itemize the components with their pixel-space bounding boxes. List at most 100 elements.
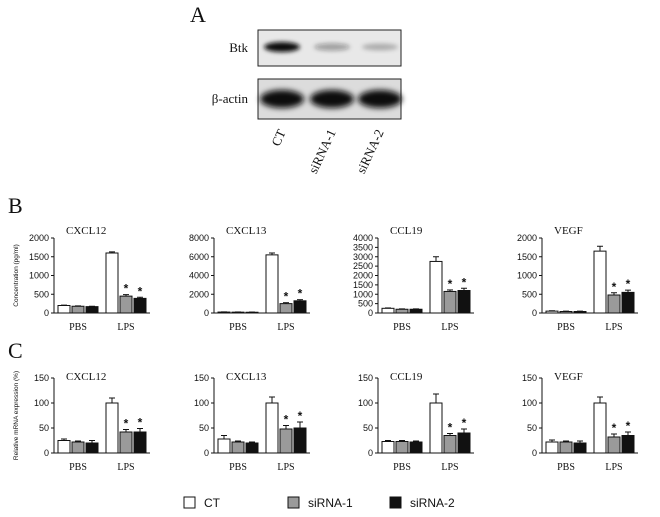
bar-sirna-2-lps [293,427,307,454]
bar-sirna-1-lps [279,303,293,314]
legend-label-ct: CT [204,496,221,510]
panel-letter-a: A [190,2,206,27]
bar-sirna-2-lps [621,435,635,454]
y-tick-label: 1000 [517,271,537,281]
bar-sirna-1-pbs [559,441,573,454]
bar-sirna-1-lps [119,295,133,314]
bar-ct-lps [265,402,279,454]
chart-title: CXCL12 [66,371,106,383]
y-tick-label: 2000 [517,233,537,243]
actin-band [310,90,354,108]
y-tick-label: 100 [522,398,537,408]
bar-sirna-1-pbs [395,441,409,454]
panel-letter-c: C [8,338,23,363]
significance-star: * [462,416,467,430]
legend-label-sirna-2: siRNA-2 [410,496,455,510]
bar-sirna-1-pbs [71,305,85,314]
bar-sirna-2-lps [621,291,635,314]
significance-star: * [448,277,453,291]
significance-star: * [138,416,143,430]
x-tick-label: PBS [229,322,247,333]
bar-sirna-2-pbs [245,442,259,454]
bar-ct-pbs [57,440,71,454]
significance-star: * [284,290,289,304]
bar-ct-lps [429,402,443,454]
bar-sirna-2-lps [457,290,471,314]
significance-star: * [612,280,617,294]
chart-title: VEGF [554,371,583,383]
bar-chart-c-vegf: 0 50 100 150 VEGF PBS LPS * * [522,371,638,473]
bar-sirna-1-lps [119,431,133,454]
legend: CT siRNA-1 siRNA-2 [183,496,455,510]
lane-label-sirna-2: siRNA-2 [353,127,386,176]
x-tick-label: LPS [277,462,294,473]
bar-sirna-2-lps [457,432,471,454]
y-tick-label: 0 [368,448,373,458]
western-blot: Btk β-actin CT siRNA-1 siRNA-2 [212,29,402,176]
x-tick-label: LPS [441,462,458,473]
bar-sirna-1-pbs [231,311,245,314]
bar-sirna-2-pbs [245,311,259,314]
y-tick-label: 0 [204,308,209,318]
bar-sirna-1-pbs [559,311,573,314]
chart-title: CXCL12 [66,225,106,237]
btk-band [264,42,300,52]
legend-swatch-sirna-2 [389,496,402,509]
significance-star: * [626,419,631,433]
x-tick-label: PBS [229,462,247,473]
bar-ct-pbs [381,441,395,454]
y-tick-label: 150 [194,373,209,383]
bar-chart-c-cxcl13: 0 50 100 150 CXCL13 PBS LPS * * [194,371,310,473]
legend-swatch-sirna-1 [287,496,300,509]
y-tick-label: 100 [34,398,49,408]
bar-sirna-1-lps [279,428,293,454]
bar-sirna-1-pbs [395,308,409,314]
bar-sirna-2-lps [133,297,147,314]
significance-star: * [462,275,467,289]
y-tick-label: 100 [194,398,209,408]
bar-ct-lps [105,402,119,454]
y-tick-label: 1000 [353,289,373,299]
bar-sirna-1-lps [443,290,457,314]
y-tick-label: 8000 [189,233,209,243]
chart-title: CCL19 [390,371,423,383]
y-tick-label: 500 [34,289,49,299]
panel-letter-b: B [8,193,23,218]
bar-sirna-2-pbs [573,442,587,454]
significance-star: * [284,413,289,427]
blot-row-label-btk: Btk [229,40,248,55]
y-tick-label: 2000 [29,233,49,243]
x-tick-label: LPS [441,322,458,333]
bar-ct-lps [429,260,443,314]
significance-star: * [626,277,631,291]
bar-ct-pbs [217,438,231,454]
bar-sirna-2-pbs [409,441,423,454]
x-tick-label: LPS [117,462,134,473]
bar-ct-lps [593,250,607,314]
x-tick-label: PBS [557,322,575,333]
y-tick-label: 4000 [189,271,209,281]
y-tick-label: 1500 [353,280,373,290]
x-tick-label: LPS [605,462,622,473]
significance-star: * [138,284,143,298]
bar-sirna-2-lps [293,300,307,314]
y-tick-label: 1500 [29,252,49,262]
x-tick-label: PBS [69,322,87,333]
bar-ct-pbs [381,307,395,314]
y-tick-label: 150 [522,373,537,383]
bar-chart-c-ccl19: 0 50 100 150 CCL19 PBS LPS * * [358,371,474,473]
y-tick-label: 500 [358,299,373,309]
y-tick-label: 150 [34,373,49,383]
bar-sirna-2-pbs [409,308,423,314]
bar-ct-pbs [545,441,559,454]
bar-sirna-1-lps [607,294,621,314]
chart-title: VEGF [554,225,583,237]
y-axis-label: Relative mRNA expression (%) [13,371,20,460]
bar-ct-pbs [545,310,559,314]
x-tick-label: PBS [393,322,411,333]
y-tick-label: 0 [44,448,49,458]
legend-label-sirna-1: siRNA-1 [308,496,353,510]
y-tick-label: 50 [527,423,537,433]
